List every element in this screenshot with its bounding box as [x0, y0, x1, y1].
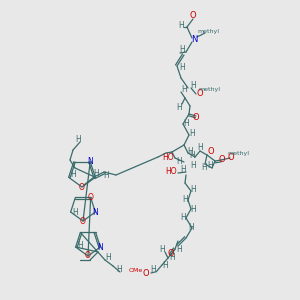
Text: H: H — [116, 266, 122, 274]
Text: H: H — [190, 206, 196, 214]
Text: N: N — [92, 208, 98, 217]
Text: O: O — [228, 152, 234, 161]
Text: H: H — [207, 160, 213, 169]
Text: H: H — [150, 266, 156, 274]
Text: H: H — [181, 85, 187, 94]
Text: O: O — [197, 88, 203, 98]
Text: H: H — [188, 224, 194, 232]
Text: H: H — [180, 214, 186, 223]
Text: H: H — [190, 185, 196, 194]
Text: H: H — [70, 170, 76, 179]
Text: N: N — [191, 34, 197, 43]
Text: O: O — [193, 112, 199, 122]
Text: H: H — [176, 158, 182, 166]
Text: H: H — [179, 46, 185, 55]
Text: O: O — [79, 182, 85, 191]
Text: O: O — [143, 268, 149, 278]
Text: H: H — [159, 244, 165, 253]
Text: H: H — [190, 160, 196, 169]
Text: H: H — [180, 166, 186, 175]
Text: H: H — [72, 208, 77, 217]
Text: O: O — [190, 11, 196, 20]
Text: H: H — [162, 260, 168, 269]
Text: H: H — [176, 244, 182, 253]
Text: H: H — [178, 22, 184, 31]
Text: H: H — [190, 80, 196, 89]
Text: O: O — [168, 250, 174, 259]
Text: N: N — [87, 157, 93, 166]
Text: H: H — [182, 194, 188, 203]
Text: H: H — [103, 172, 109, 181]
Text: H: H — [77, 241, 82, 250]
Text: H: H — [187, 148, 193, 157]
Text: HO: HO — [162, 152, 174, 161]
Text: H: H — [189, 152, 195, 160]
Text: N: N — [98, 242, 103, 251]
Text: HO: HO — [165, 167, 177, 176]
Text: methyl: methyl — [197, 28, 219, 34]
Text: H: H — [169, 253, 175, 262]
Text: H: H — [197, 143, 203, 152]
Text: H: H — [75, 136, 81, 145]
Text: H: H — [176, 103, 182, 112]
Text: O: O — [219, 155, 225, 164]
Text: methyl: methyl — [198, 88, 220, 92]
Text: H: H — [183, 118, 189, 127]
Text: H: H — [105, 253, 111, 262]
Text: H: H — [189, 128, 195, 137]
Text: O: O — [208, 148, 214, 157]
Text: O: O — [85, 251, 91, 260]
Text: H: H — [93, 169, 99, 178]
Text: OMe: OMe — [129, 268, 143, 272]
Text: H: H — [201, 164, 207, 172]
Text: H: H — [179, 64, 185, 73]
Text: O: O — [88, 193, 94, 202]
Text: O: O — [80, 217, 86, 226]
Text: methyl: methyl — [227, 152, 249, 157]
